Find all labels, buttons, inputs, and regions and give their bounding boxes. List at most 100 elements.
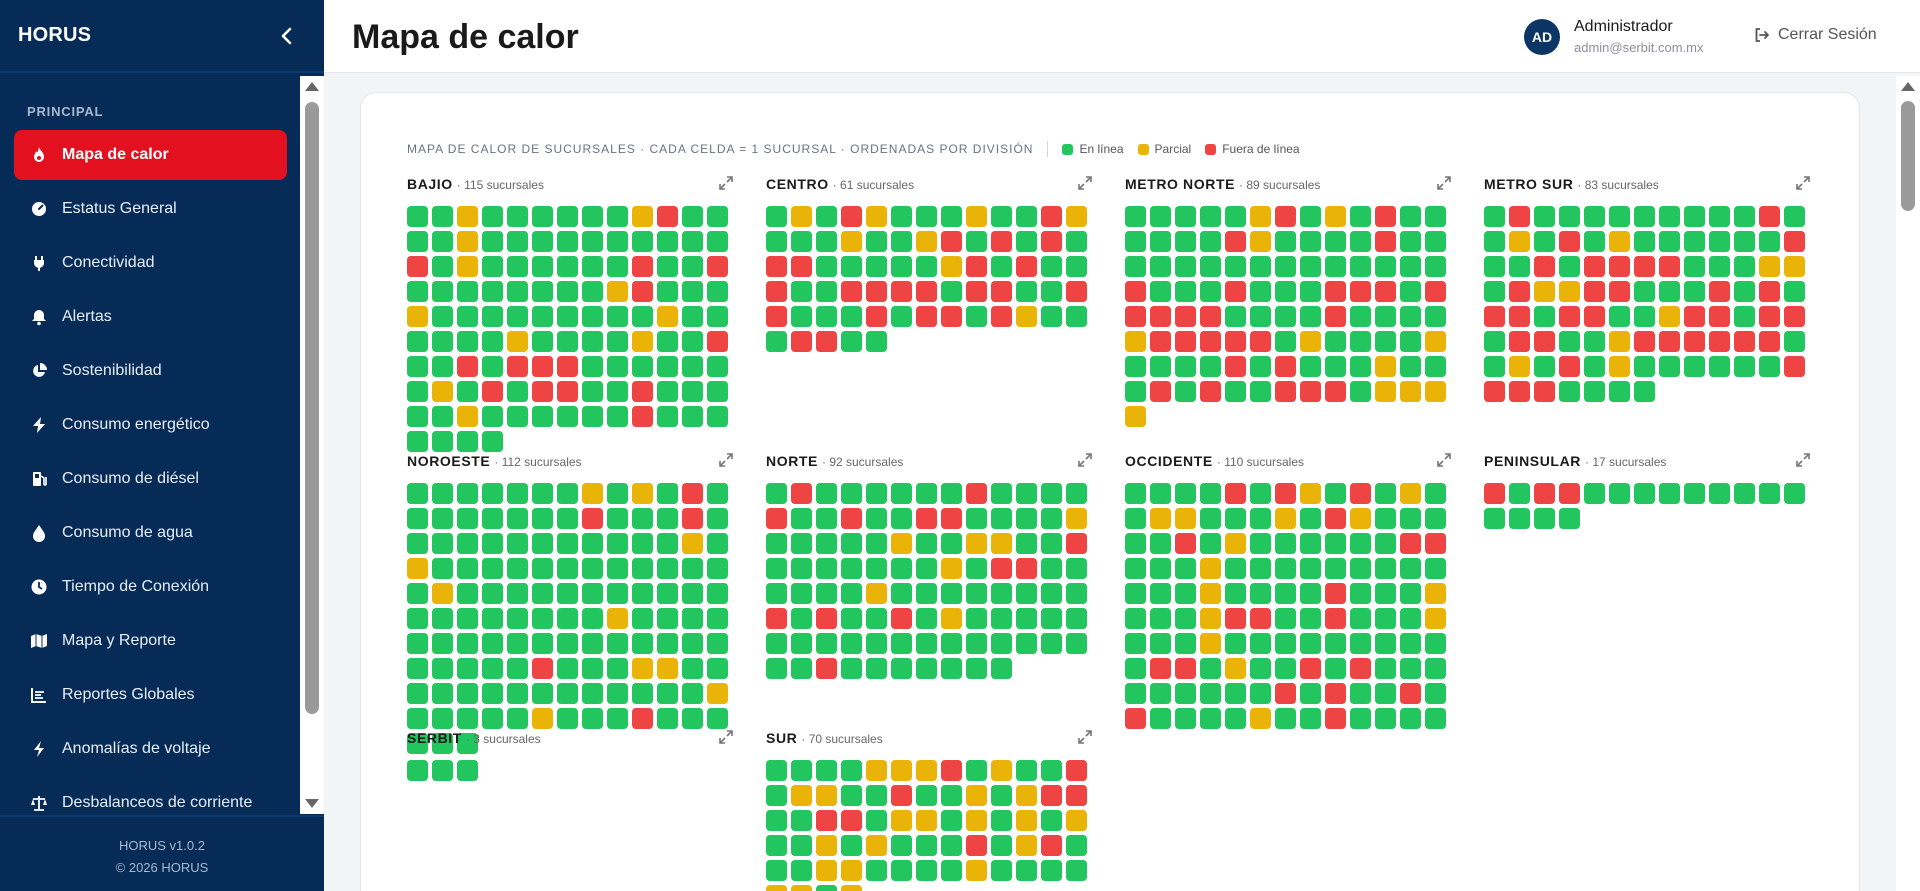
branch-cell-offline[interactable] [1041,835,1062,856]
branch-cell-online[interactable] [1250,306,1271,327]
branch-cell-online[interactable] [1350,256,1371,277]
scrollbar-thumb[interactable] [305,102,319,714]
branch-cell-offline[interactable] [1400,533,1421,554]
branch-cell-online[interactable] [791,281,812,302]
branch-cell-offline[interactable] [1275,206,1296,227]
branch-cell-online[interactable] [457,608,478,629]
branch-cell-online[interactable] [1016,608,1037,629]
branch-cell-online[interactable] [1400,508,1421,529]
branch-cell-online[interactable] [482,331,503,352]
branch-cell-online[interactable] [1041,860,1062,881]
branch-cell-online[interactable] [482,508,503,529]
branch-cell-online[interactable] [507,281,528,302]
branch-cell-online[interactable] [557,281,578,302]
branch-cell-online[interactable] [1300,356,1321,377]
branch-cell-online[interactable] [707,508,728,529]
branch-cell-online[interactable] [1016,583,1037,604]
scroll-down-arrow-icon[interactable] [305,799,319,808]
branch-cell-online[interactable] [432,431,453,452]
branch-cell-online[interactable] [766,583,787,604]
branch-cell-online[interactable] [1325,356,1346,377]
branch-cell-online[interactable] [1484,281,1505,302]
branch-cell-online[interactable] [1150,533,1171,554]
branch-cell-partial[interactable] [1150,508,1171,529]
branch-cell-partial[interactable] [1534,281,1555,302]
branch-cell-online[interactable] [1300,306,1321,327]
branch-cell-online[interactable] [1484,206,1505,227]
branch-cell-online[interactable] [1300,583,1321,604]
branch-cell-online[interactable] [507,658,528,679]
branch-cell-online[interactable] [941,206,962,227]
branch-cell-online[interactable] [432,231,453,252]
branch-cell-online[interactable] [457,431,478,452]
branch-cell-online[interactable] [632,306,653,327]
branch-cell-partial[interactable] [1250,206,1271,227]
expand-icon[interactable] [1437,453,1451,472]
main-scrollbar[interactable] [1896,76,1920,891]
branch-cell-online[interactable] [1200,658,1221,679]
expand-icon[interactable] [1078,453,1092,472]
branch-cell-online[interactable] [1125,483,1146,504]
branch-cell-online[interactable] [407,508,428,529]
branch-cell-online[interactable] [482,583,503,604]
branch-cell-offline[interactable] [1066,785,1087,806]
branch-cell-online[interactable] [582,608,603,629]
branch-cell-online[interactable] [791,658,812,679]
branch-cell-online[interactable] [1175,708,1196,729]
branch-cell-online[interactable] [507,381,528,402]
branch-cell-online[interactable] [1041,483,1062,504]
branch-cell-online[interactable] [1634,231,1655,252]
branch-cell-online[interactable] [657,533,678,554]
branch-cell-partial[interactable] [1425,583,1446,604]
branch-cell-online[interactable] [582,683,603,704]
branch-cell-online[interactable] [1634,483,1655,504]
branch-cell-online[interactable] [1275,306,1296,327]
branch-cell-online[interactable] [1016,760,1037,781]
branch-cell-offline[interactable] [1784,306,1805,327]
branch-cell-online[interactable] [1425,231,1446,252]
branch-cell-online[interactable] [657,256,678,277]
branch-cell-online[interactable] [1609,483,1630,504]
branch-cell-partial[interactable] [891,810,912,831]
branch-cell-online[interactable] [1484,231,1505,252]
branch-cell-online[interactable] [1041,583,1062,604]
branch-cell-online[interactable] [657,356,678,377]
branch-cell-online[interactable] [682,281,703,302]
branch-cell-online[interactable] [1041,810,1062,831]
branch-cell-online[interactable] [816,760,837,781]
branch-cell-online[interactable] [1300,633,1321,654]
branch-cell-online[interactable] [941,835,962,856]
branch-cell-offline[interactable] [1509,281,1530,302]
branch-cell-online[interactable] [766,760,787,781]
branch-cell-online[interactable] [1375,558,1396,579]
branch-cell-offline[interactable] [1125,306,1146,327]
branch-cell-online[interactable] [1175,558,1196,579]
branch-cell-partial[interactable] [966,206,987,227]
sidebar-item-desbalanceos-de-corriente[interactable]: Desbalanceos de corriente [14,778,287,814]
branch-cell-online[interactable] [582,708,603,729]
branch-cell-online[interactable] [657,633,678,654]
branch-cell-online[interactable] [1125,508,1146,529]
branch-cell-online[interactable] [1375,533,1396,554]
branch-cell-online[interactable] [1066,306,1087,327]
branch-cell-online[interactable] [507,683,528,704]
branch-cell-offline[interactable] [507,356,528,377]
branch-cell-online[interactable] [1684,483,1705,504]
branch-cell-offline[interactable] [557,381,578,402]
branch-cell-online[interactable] [866,558,887,579]
branch-cell-offline[interactable] [841,508,862,529]
branch-cell-online[interactable] [791,608,812,629]
branch-cell-online[interactable] [991,658,1012,679]
branch-cell-online[interactable] [582,281,603,302]
branch-cell-partial[interactable] [607,281,628,302]
branch-cell-online[interactable] [1300,608,1321,629]
branch-cell-online[interactable] [1584,483,1605,504]
branch-cell-offline[interactable] [1150,331,1171,352]
branch-cell-online[interactable] [1175,483,1196,504]
branch-cell-offline[interactable] [1559,231,1580,252]
branch-cell-online[interactable] [557,231,578,252]
branch-cell-online[interactable] [991,810,1012,831]
branch-cell-offline[interactable] [1250,608,1271,629]
branch-cell-offline[interactable] [1275,483,1296,504]
branch-cell-online[interactable] [991,256,1012,277]
